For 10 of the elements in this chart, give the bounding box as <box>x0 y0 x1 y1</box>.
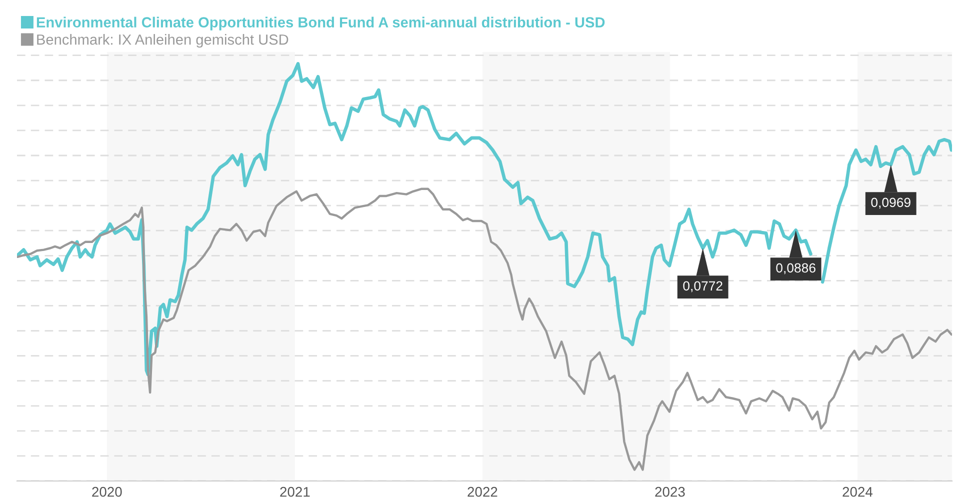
legend-label: Environmental Climate Opportunities Bond Fund A semi-annual distribution - USD <box>36 16 605 30</box>
annotation: 0,0886 <box>776 263 816 274</box>
legend-label: Benchmark: IX Anleihen gemischt USD <box>37 34 288 48</box>
x-tick-label: 2023 <box>655 486 685 497</box>
annotation: 0,0969 <box>871 198 910 209</box>
x-tick-label: 2022 <box>468 486 498 497</box>
x-tick-label: 2024 <box>842 486 873 497</box>
x-tick-label: 2021 <box>280 486 310 497</box>
x-tick-label: 2020 <box>92 486 122 497</box>
annotation: 0,0772 <box>683 281 722 292</box>
